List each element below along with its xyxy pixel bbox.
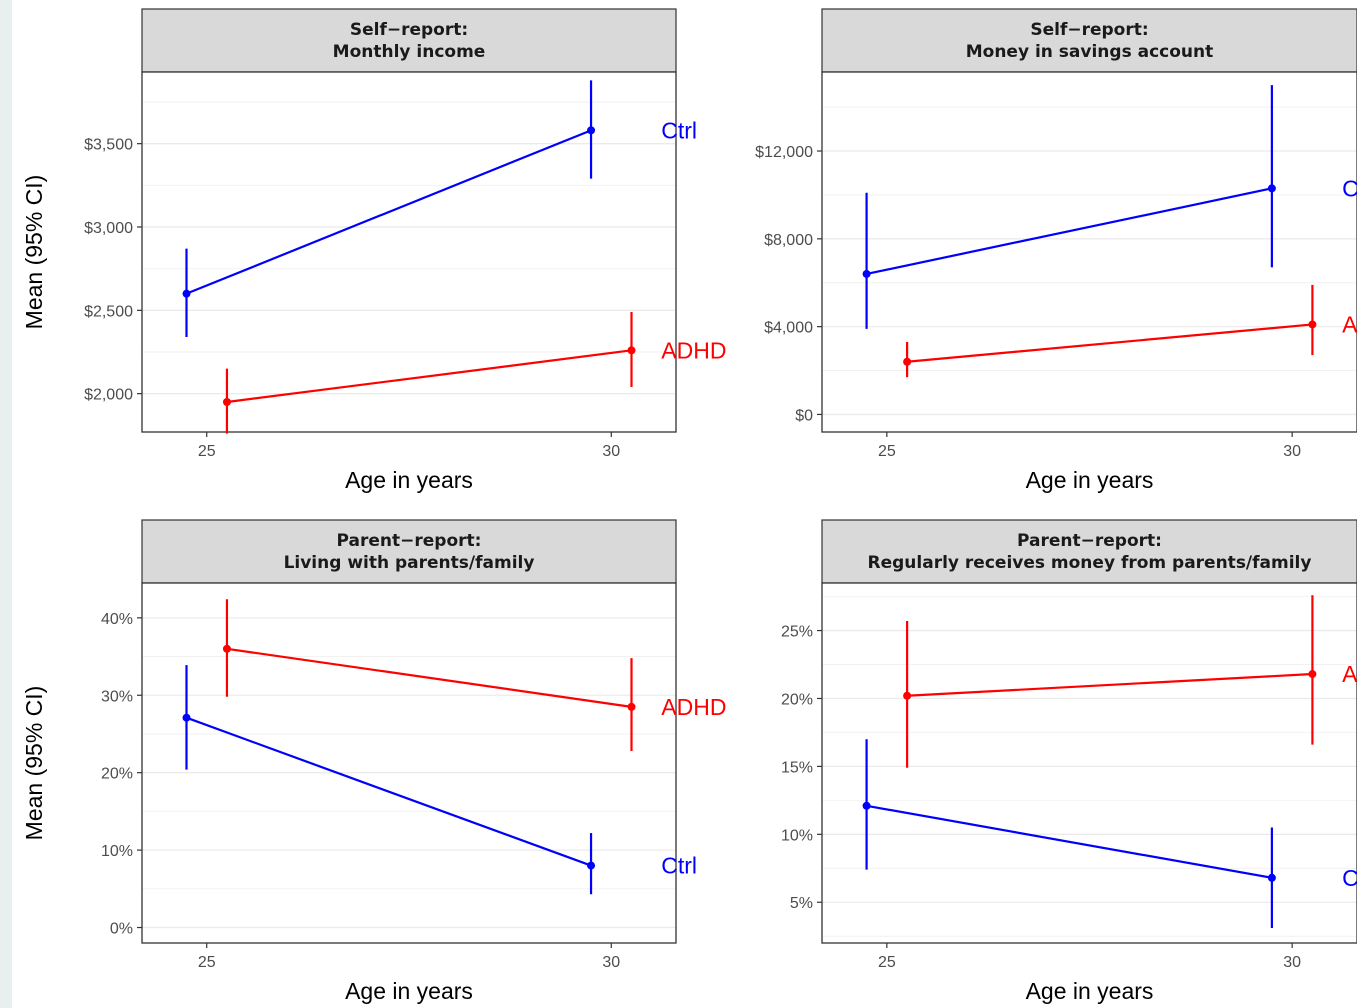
x-tick-label: 25 [878, 443, 896, 460]
x-axis-title: Age in years [345, 467, 473, 493]
series-adhd: ADHD [903, 284, 1357, 378]
facet-panel-2: Self−report:Money in savings account $0 $4… [755, 8, 1357, 493]
series-adhd: ADHD [222, 312, 726, 434]
y-tick-label: $0 [795, 407, 813, 424]
x-axis-title: Age in years [1026, 978, 1154, 1004]
series-label-adhd: ADHD [661, 337, 726, 363]
data-point-adhd [222, 644, 231, 653]
x-tick-label: 30 [602, 443, 620, 460]
data-point-ctrl [862, 801, 871, 810]
series-label-ctrl: Ctrl [1342, 865, 1357, 891]
strip-background [141, 519, 677, 584]
series-label-adhd: ADHD [1342, 311, 1357, 337]
y-tick-label: $3,500 [84, 137, 133, 154]
panel-border [821, 582, 1357, 944]
data-point-ctrl [182, 713, 191, 722]
plot-area [822, 72, 1357, 432]
series-label-adhd: ADHD [1342, 661, 1357, 687]
y-tick-label: 40% [101, 611, 133, 628]
data-point-ctrl [862, 269, 871, 278]
y-tick-label: 0% [110, 921, 133, 938]
figure: Self−report: Monthly income $2,000 $2,500 $3… [12, 0, 1357, 1008]
x-tick-label: 30 [1283, 443, 1301, 460]
series-line-adhd [907, 672, 1313, 697]
series-label-ctrl: Ctrl [661, 853, 697, 879]
strip-title-line-2: Living with parents/family [284, 553, 535, 573]
strip-title-line-2: Monthly income [333, 42, 486, 62]
y-axis-title: Mean (95% CI) [21, 175, 47, 330]
y-tick-label: $8,000 [764, 232, 813, 249]
series-line-adhd [226, 349, 632, 404]
data-point-ctrl [1267, 184, 1276, 193]
x-tick-label: 30 [602, 954, 620, 971]
series-ctrl: Ctrl [862, 85, 1357, 329]
series-adhd: ADHD [903, 595, 1357, 768]
series-ctrl: Ctrl [182, 665, 697, 895]
strip-title-line-1: Parent−report: [1017, 531, 1162, 551]
series-label-ctrl: Ctrl [661, 117, 697, 143]
strip-background [141, 8, 677, 73]
data-point-ctrl [1267, 873, 1276, 882]
series-label-adhd: ADHD [661, 694, 726, 720]
strip-title-line-1: Self−report: [350, 20, 468, 40]
y-tick-label: 30% [101, 688, 133, 705]
y-tick-label: 25% [781, 624, 813, 641]
data-point-ctrl [587, 126, 596, 135]
strip-title-line-2: Regularly receives money from parents/fa… [868, 553, 1312, 573]
data-point-adhd [903, 357, 912, 366]
data-point-adhd [1308, 670, 1317, 679]
y-tick-label: $4,000 [764, 320, 813, 337]
strip-background [821, 8, 1357, 73]
series-line-ctrl [186, 129, 592, 295]
plot-area [822, 583, 1357, 943]
panel-border [821, 71, 1357, 433]
series-ctrl: Ctrl [182, 80, 697, 337]
y-tick-label: 10% [101, 843, 133, 860]
data-point-adhd [1308, 320, 1317, 329]
x-tick-label: 25 [198, 443, 216, 460]
x-tick-label: 25 [198, 954, 216, 971]
plot-area [142, 583, 676, 943]
x-tick-label: 25 [878, 954, 896, 971]
y-axis-title: Mean (95% CI) [21, 686, 47, 841]
y-tick-label: $2,000 [84, 387, 133, 404]
strip-title-line-1: Self−report: [1030, 20, 1148, 40]
faceted-line-chart: Self−report:Monthly income$2,000$2,500$3… [21, 8, 1357, 1004]
series-line-adhd [226, 647, 632, 708]
y-tick-label: 10% [781, 827, 813, 844]
y-tick-label: $12,000 [755, 144, 813, 161]
series-line-ctrl [186, 716, 592, 867]
x-tick-label: 30 [1283, 954, 1301, 971]
strip-background [821, 519, 1357, 584]
y-tick-label: 20% [101, 766, 133, 783]
series-line-adhd [907, 323, 1313, 363]
facet-panel-3: Parent−report:Living with parents/family… [21, 519, 726, 1004]
strip-title-line-1: Parent−report: [337, 531, 482, 551]
y-tick-label: 15% [781, 759, 813, 776]
strip-title-line-2: Money in savings account [966, 42, 1214, 62]
series-ctrl: Ctrl [862, 739, 1357, 929]
data-point-adhd [627, 346, 636, 355]
series-label-ctrl: Ctrl [1342, 175, 1357, 201]
data-point-adhd [903, 691, 912, 700]
x-axis-title: Age in years [345, 978, 473, 1004]
facet-panel-4: Parent−report:Regularly receives money f… [781, 519, 1357, 1004]
series-line-ctrl [866, 187, 1273, 276]
data-point-adhd [627, 702, 636, 711]
data-point-adhd [222, 398, 231, 406]
y-tick-label: 5% [790, 895, 813, 912]
data-point-ctrl [182, 289, 191, 298]
facet-panel-1: Self−report:Monthly income $2,000 $2,500 $3… [21, 8, 726, 493]
data-point-ctrl [587, 861, 596, 870]
y-tick-label: $3,000 [84, 220, 133, 237]
x-axis-title: Age in years [1026, 467, 1154, 493]
panel-border [141, 71, 677, 433]
series-line-ctrl [866, 804, 1273, 879]
series-adhd: ADHD [222, 599, 726, 751]
y-tick-label: $2,500 [84, 303, 133, 320]
panel-border [141, 582, 677, 944]
y-tick-label: 20% [781, 691, 813, 708]
